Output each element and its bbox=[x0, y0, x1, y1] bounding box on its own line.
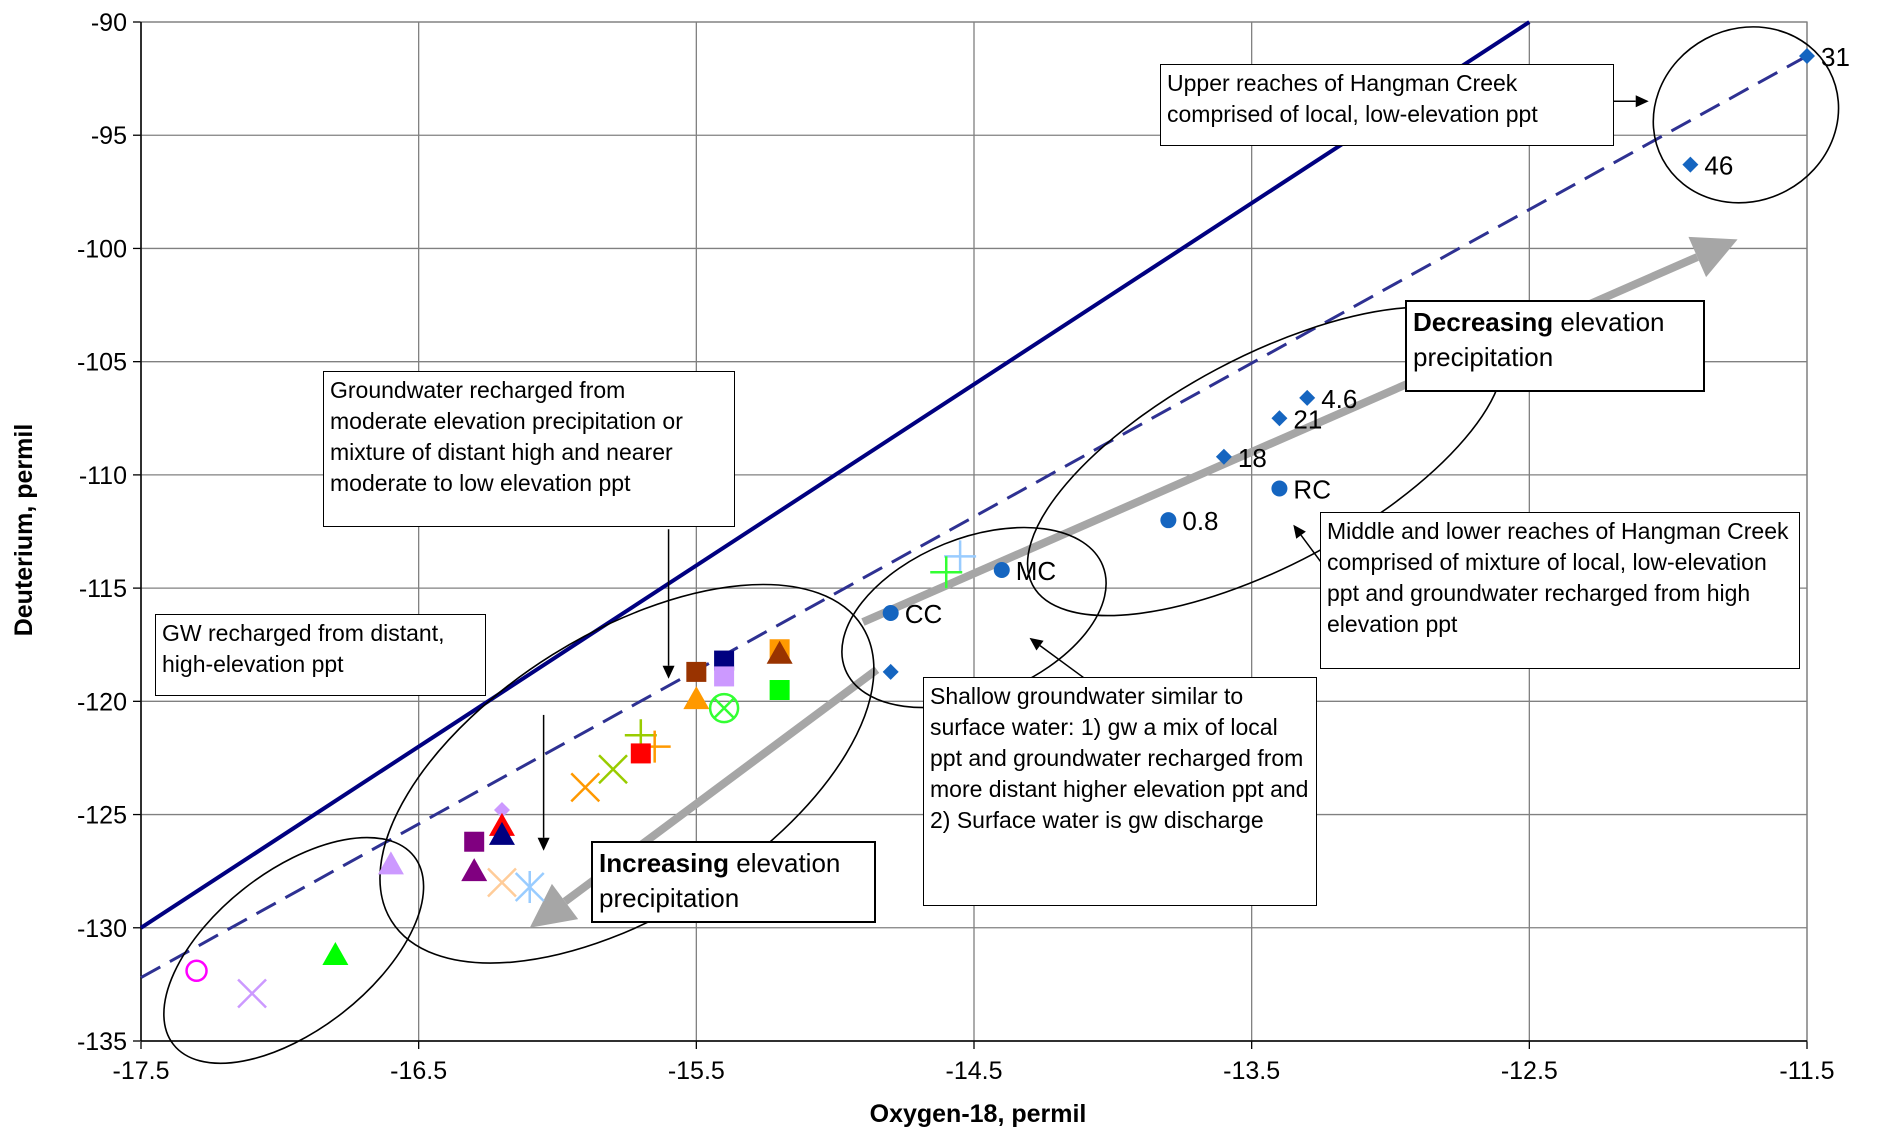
y-tick-label: -100 bbox=[77, 235, 127, 263]
pointer-arrow-line bbox=[1039, 645, 1086, 680]
triangle-marker bbox=[488, 821, 515, 845]
y-axis-label: Deuterium, permil bbox=[10, 424, 38, 637]
meteoric-water-line bbox=[139, 20, 1531, 930]
triangle-marker bbox=[766, 640, 793, 664]
diamond-marker bbox=[1271, 410, 1288, 427]
annotation-decreasing-rest: elevation precipitation bbox=[1413, 307, 1665, 372]
annotation-middle-lower: Middle and lower reaches of Hangman Cree… bbox=[1320, 512, 1800, 669]
triangle-marker bbox=[377, 851, 404, 875]
x-tick-label: -12.5 bbox=[1501, 1057, 1558, 1085]
x-tick-label: -11.5 bbox=[1779, 1057, 1834, 1085]
x-axis-label: Oxygen-18, permil bbox=[870, 1100, 1087, 1128]
y-tick-label: -135 bbox=[77, 1028, 127, 1056]
y-tick-label: -105 bbox=[77, 349, 127, 377]
open-circle-marker bbox=[185, 959, 208, 983]
point-label: 4.6 bbox=[1321, 384, 1357, 414]
annotation-increasing: Increasing elevation precipitation bbox=[591, 841, 876, 923]
x-tick-label: -17.5 bbox=[113, 1057, 170, 1085]
axes bbox=[133, 21, 1808, 1049]
point-label: RC bbox=[1293, 474, 1331, 504]
pointer-arrow-head bbox=[1029, 637, 1044, 651]
reference-lines bbox=[139, 20, 1808, 979]
annotation-gw-moderate-text: Groundwater recharged from moderate elev… bbox=[330, 377, 683, 496]
point-label: 46 bbox=[1704, 151, 1733, 181]
annotation-shallow-gw: Shallow groundwater similar to surface w… bbox=[923, 677, 1317, 906]
y-tick-label: -125 bbox=[77, 802, 127, 830]
y-tick-label: -110 bbox=[79, 462, 127, 490]
trend-arrow-head bbox=[529, 883, 579, 928]
group-ellipse bbox=[1652, 26, 1840, 204]
point-label: 18 bbox=[1238, 443, 1267, 473]
circle-marker bbox=[993, 561, 1010, 578]
square-marker bbox=[686, 661, 707, 682]
x-tick-label: -16.5 bbox=[390, 1057, 447, 1085]
diamond-marker bbox=[1299, 389, 1316, 406]
square-marker bbox=[769, 680, 790, 701]
x-tick-label: -13.5 bbox=[1223, 1057, 1280, 1085]
annotation-increasing-rest: elevation precipitation bbox=[599, 848, 841, 913]
annotation-increasing-bold: Increasing bbox=[599, 848, 730, 878]
annotation-shallow-gw-text: Shallow groundwater similar to surface w… bbox=[930, 683, 1309, 833]
circle-marker bbox=[1160, 512, 1177, 529]
y-tick-label: -120 bbox=[77, 688, 127, 716]
square-marker bbox=[714, 650, 735, 671]
point-label: 0.8 bbox=[1182, 506, 1218, 536]
x-marker bbox=[570, 772, 601, 803]
annotation-decreasing-bold: Decreasing bbox=[1413, 307, 1554, 337]
diamond-marker bbox=[1215, 448, 1232, 465]
trend-arrow-head bbox=[1688, 236, 1738, 278]
diamond-marker bbox=[882, 663, 899, 680]
diamond-marker bbox=[1682, 156, 1699, 173]
y-tick-label: -95 bbox=[91, 122, 127, 150]
annotation-upper-reaches-text: Upper reaches of Hangman Creek comprised… bbox=[1167, 70, 1538, 127]
annotation-gw-moderate: Groundwater recharged from moderate elev… bbox=[323, 371, 735, 527]
pointer-arrow-head bbox=[662, 665, 675, 679]
annotation-middle-lower-text: Middle and lower reaches of Hangman Cree… bbox=[1327, 518, 1789, 637]
pointer-arrow-head bbox=[1635, 95, 1649, 108]
pointer-arrow-head bbox=[537, 837, 550, 851]
circle-x-marker-cross bbox=[713, 697, 735, 720]
asterisk-marker bbox=[514, 871, 545, 904]
y-tick-label: -90 bbox=[91, 9, 127, 37]
annotation-decreasing: Decreasing elevation precipitation bbox=[1405, 300, 1705, 392]
square-marker bbox=[464, 831, 485, 852]
point-label: CC bbox=[905, 599, 943, 629]
circle-x-marker-ring bbox=[708, 692, 740, 724]
data-points: 31 46 4.621 18 RC 0.8 MC CC bbox=[185, 42, 1850, 1009]
annotation-upper-reaches: Upper reaches of Hangman Creek comprised… bbox=[1160, 64, 1614, 146]
point-label: MC bbox=[1016, 556, 1056, 586]
annotation-gw-distant: GW recharged from distant, high-elevatio… bbox=[155, 614, 486, 696]
diamond-marker bbox=[1799, 47, 1815, 64]
plus-marker bbox=[944, 540, 977, 573]
square-marker bbox=[714, 666, 735, 687]
triangle-marker bbox=[461, 858, 488, 882]
x-tick-label: -14.5 bbox=[946, 1057, 1003, 1085]
triangle-marker bbox=[683, 686, 710, 710]
point-label: 31 bbox=[1821, 42, 1850, 72]
triangle-marker bbox=[322, 941, 349, 965]
circle-marker bbox=[882, 605, 899, 622]
x-marker bbox=[598, 754, 628, 785]
x-marker bbox=[237, 978, 267, 1009]
y-tick-label: -130 bbox=[77, 915, 127, 943]
pointer-arrow-head bbox=[1293, 524, 1306, 539]
circle-marker bbox=[1271, 480, 1288, 497]
y-tick-label: -115 bbox=[79, 575, 127, 603]
group-ellipse bbox=[163, 836, 425, 1065]
square-marker bbox=[630, 743, 651, 764]
annotation-gw-distant-text: GW recharged from distant, high-elevatio… bbox=[162, 620, 445, 677]
plus-marker bbox=[930, 556, 963, 589]
point-label: 21 bbox=[1293, 404, 1322, 434]
diamond-marker bbox=[493, 802, 510, 819]
x-tick-label: -15.5 bbox=[668, 1057, 725, 1085]
local-water-line bbox=[140, 54, 1808, 979]
x-marker bbox=[487, 867, 517, 898]
tick-labels: -17.5 -16.5 -15.5 -14.5 -13.5 -12.5 -11.5 -90 -9… bbox=[77, 9, 1835, 1085]
